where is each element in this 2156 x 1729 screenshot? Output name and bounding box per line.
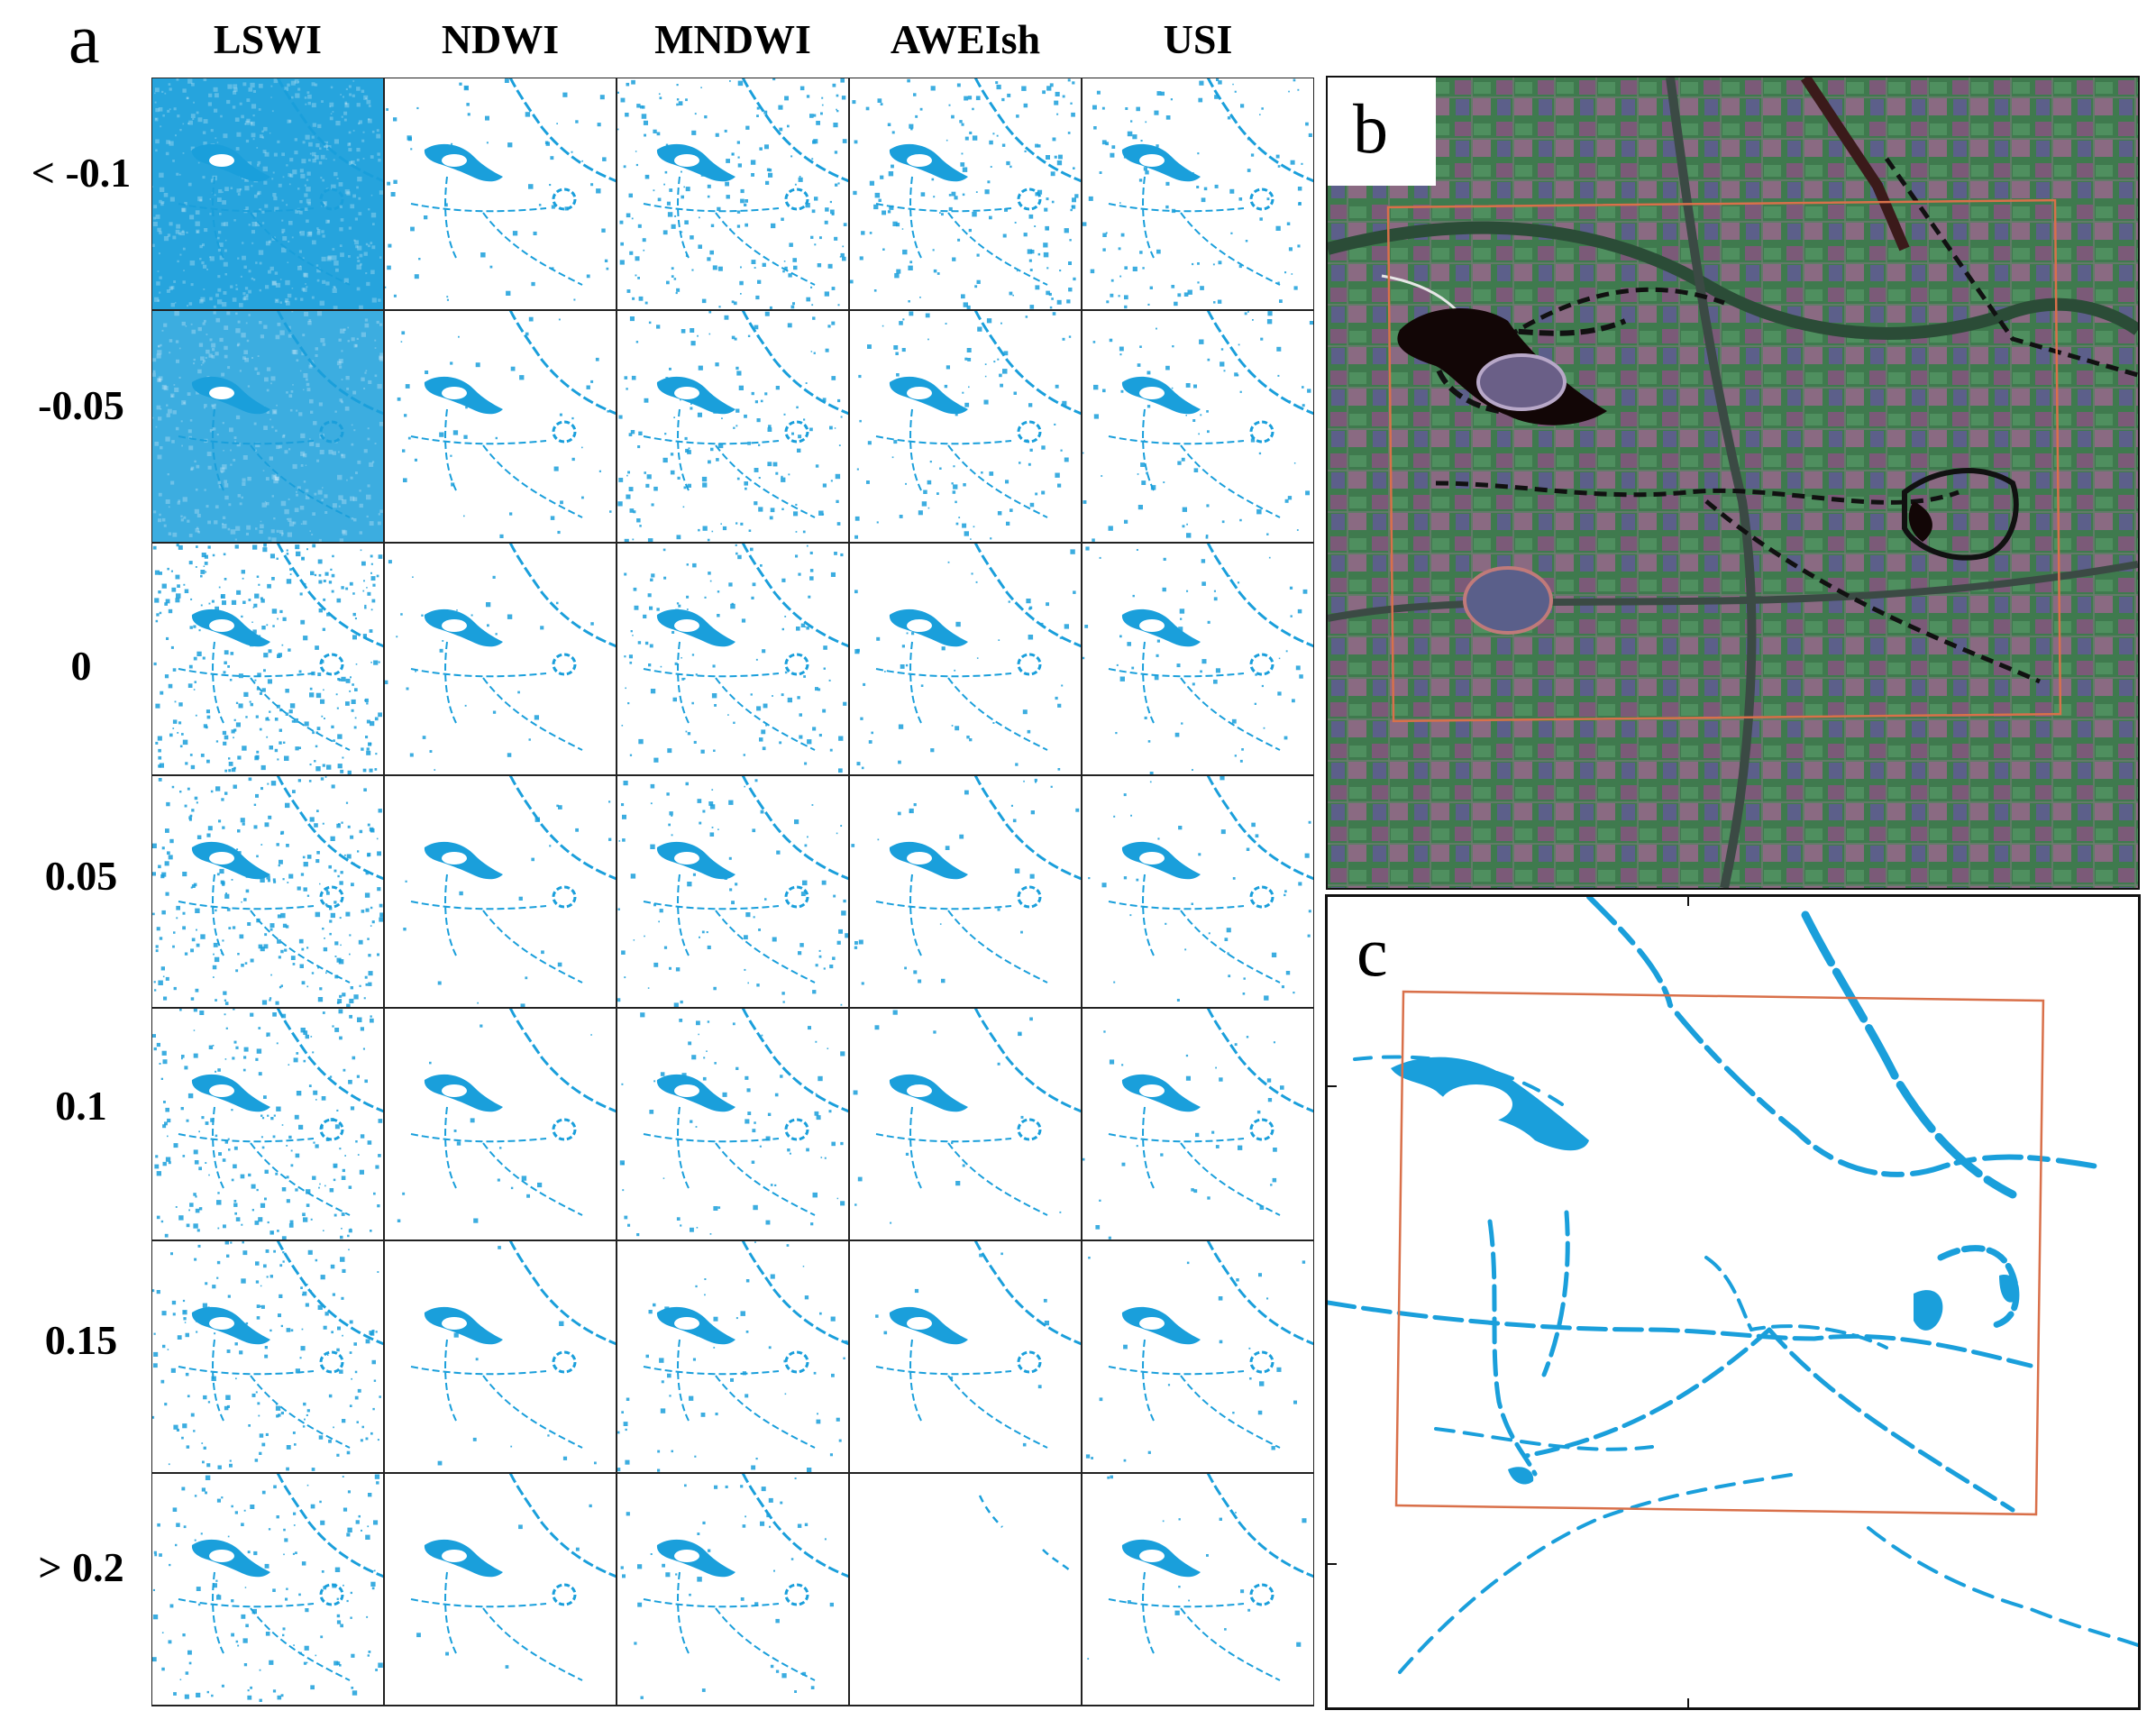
- thumbnail-lswi-row-4: [151, 774, 385, 1009]
- column-header-lswi: LSWI: [213, 16, 323, 62]
- thumbnail-usi-row-4: [1081, 774, 1314, 1009]
- panel-c-label: c: [1357, 912, 1388, 991]
- satellite-image: [1326, 74, 2142, 890]
- thumbnail-aweish-row-5: [848, 1007, 1083, 1241]
- row-header-threshold-7: > 0.2: [38, 1544, 124, 1590]
- thumbnail-usi-row-6: [1081, 1240, 1314, 1474]
- panel-b-label: b: [1353, 89, 1388, 168]
- column-header-usi: USI: [1163, 16, 1233, 62]
- column-header-mndwi: MNDWI: [654, 16, 811, 62]
- panel-a-label: a: [69, 0, 100, 78]
- thumbnail-ndwi-row-4: [383, 774, 617, 1009]
- row-header-threshold-6: 0.15: [44, 1317, 118, 1363]
- thumbnail-lswi-row-5: [151, 1007, 385, 1241]
- panel-b-label-box: [1328, 78, 1436, 186]
- thumbnail-ndwi-row-2: [383, 309, 617, 544]
- thumbnail-mndwi-row-7: [616, 1472, 850, 1706]
- thumbnail-mndwi-row-6: [616, 1240, 850, 1474]
- thumbnail-ndwi-row-1: [383, 78, 617, 311]
- thumbnail-aweish-row-3: [848, 542, 1083, 776]
- thumbnail-mndwi-row-1: [616, 78, 850, 311]
- thumbnail-lswi-row-1: [151, 78, 385, 311]
- thumbnail-ndwi-row-6: [383, 1240, 617, 1474]
- thumbnail-aweish-row-7: [848, 1472, 1083, 1706]
- thumbnail-usi-row-3: [1081, 542, 1314, 776]
- column-header-ndwi: NDWI: [441, 16, 560, 62]
- thumbnail-aweish-row-1: [848, 78, 1083, 311]
- water-map: [1325, 894, 2140, 1707]
- column-header-aweish: AWEIsh: [890, 16, 1041, 62]
- thumbnail-usi-row-7: [1081, 1472, 1314, 1706]
- thumbnail-mndwi-row-5: [616, 1007, 850, 1241]
- thumbnail-lswi-row-2: [151, 309, 385, 544]
- thumbnail-lswi-row-6: [151, 1240, 385, 1474]
- thumbnail-usi-row-2: [1081, 309, 1314, 544]
- thumbnail-mndwi-row-3: [616, 542, 850, 776]
- thumbnail-aweish-row-4: [848, 774, 1083, 1009]
- row-header-threshold-5: 0.1: [55, 1083, 107, 1129]
- water-extraction-result-panel: c: [1325, 894, 2141, 1710]
- row-header-threshold-1: < -0.1: [31, 150, 132, 196]
- satellite-image-panel: b: [1326, 74, 2142, 890]
- thumbnail-aweish-row-2: [848, 309, 1083, 544]
- thumbnail-mndwi-row-4: [616, 774, 850, 1009]
- thumbnail-usi-row-5: [1081, 1007, 1314, 1241]
- row-header-threshold-4: 0.05: [44, 853, 118, 899]
- thumbnail-usi-row-1: [1081, 78, 1314, 311]
- thumbnail-ndwi-row-5: [383, 1007, 617, 1241]
- row-header-threshold-3: 0: [70, 643, 92, 689]
- thumbnail-mndwi-row-2: [616, 309, 850, 544]
- row-header-threshold-2: -0.05: [38, 382, 124, 428]
- thumbnail-ndwi-row-3: [383, 542, 617, 776]
- thumbnail-lswi-row-3: [151, 542, 385, 776]
- thumbnail-aweish-row-6: [848, 1240, 1083, 1474]
- thumbnail-ndwi-row-7: [383, 1472, 617, 1706]
- thumbnail-lswi-row-7: [151, 1472, 385, 1706]
- threshold-map-grid: [151, 78, 1314, 1706]
